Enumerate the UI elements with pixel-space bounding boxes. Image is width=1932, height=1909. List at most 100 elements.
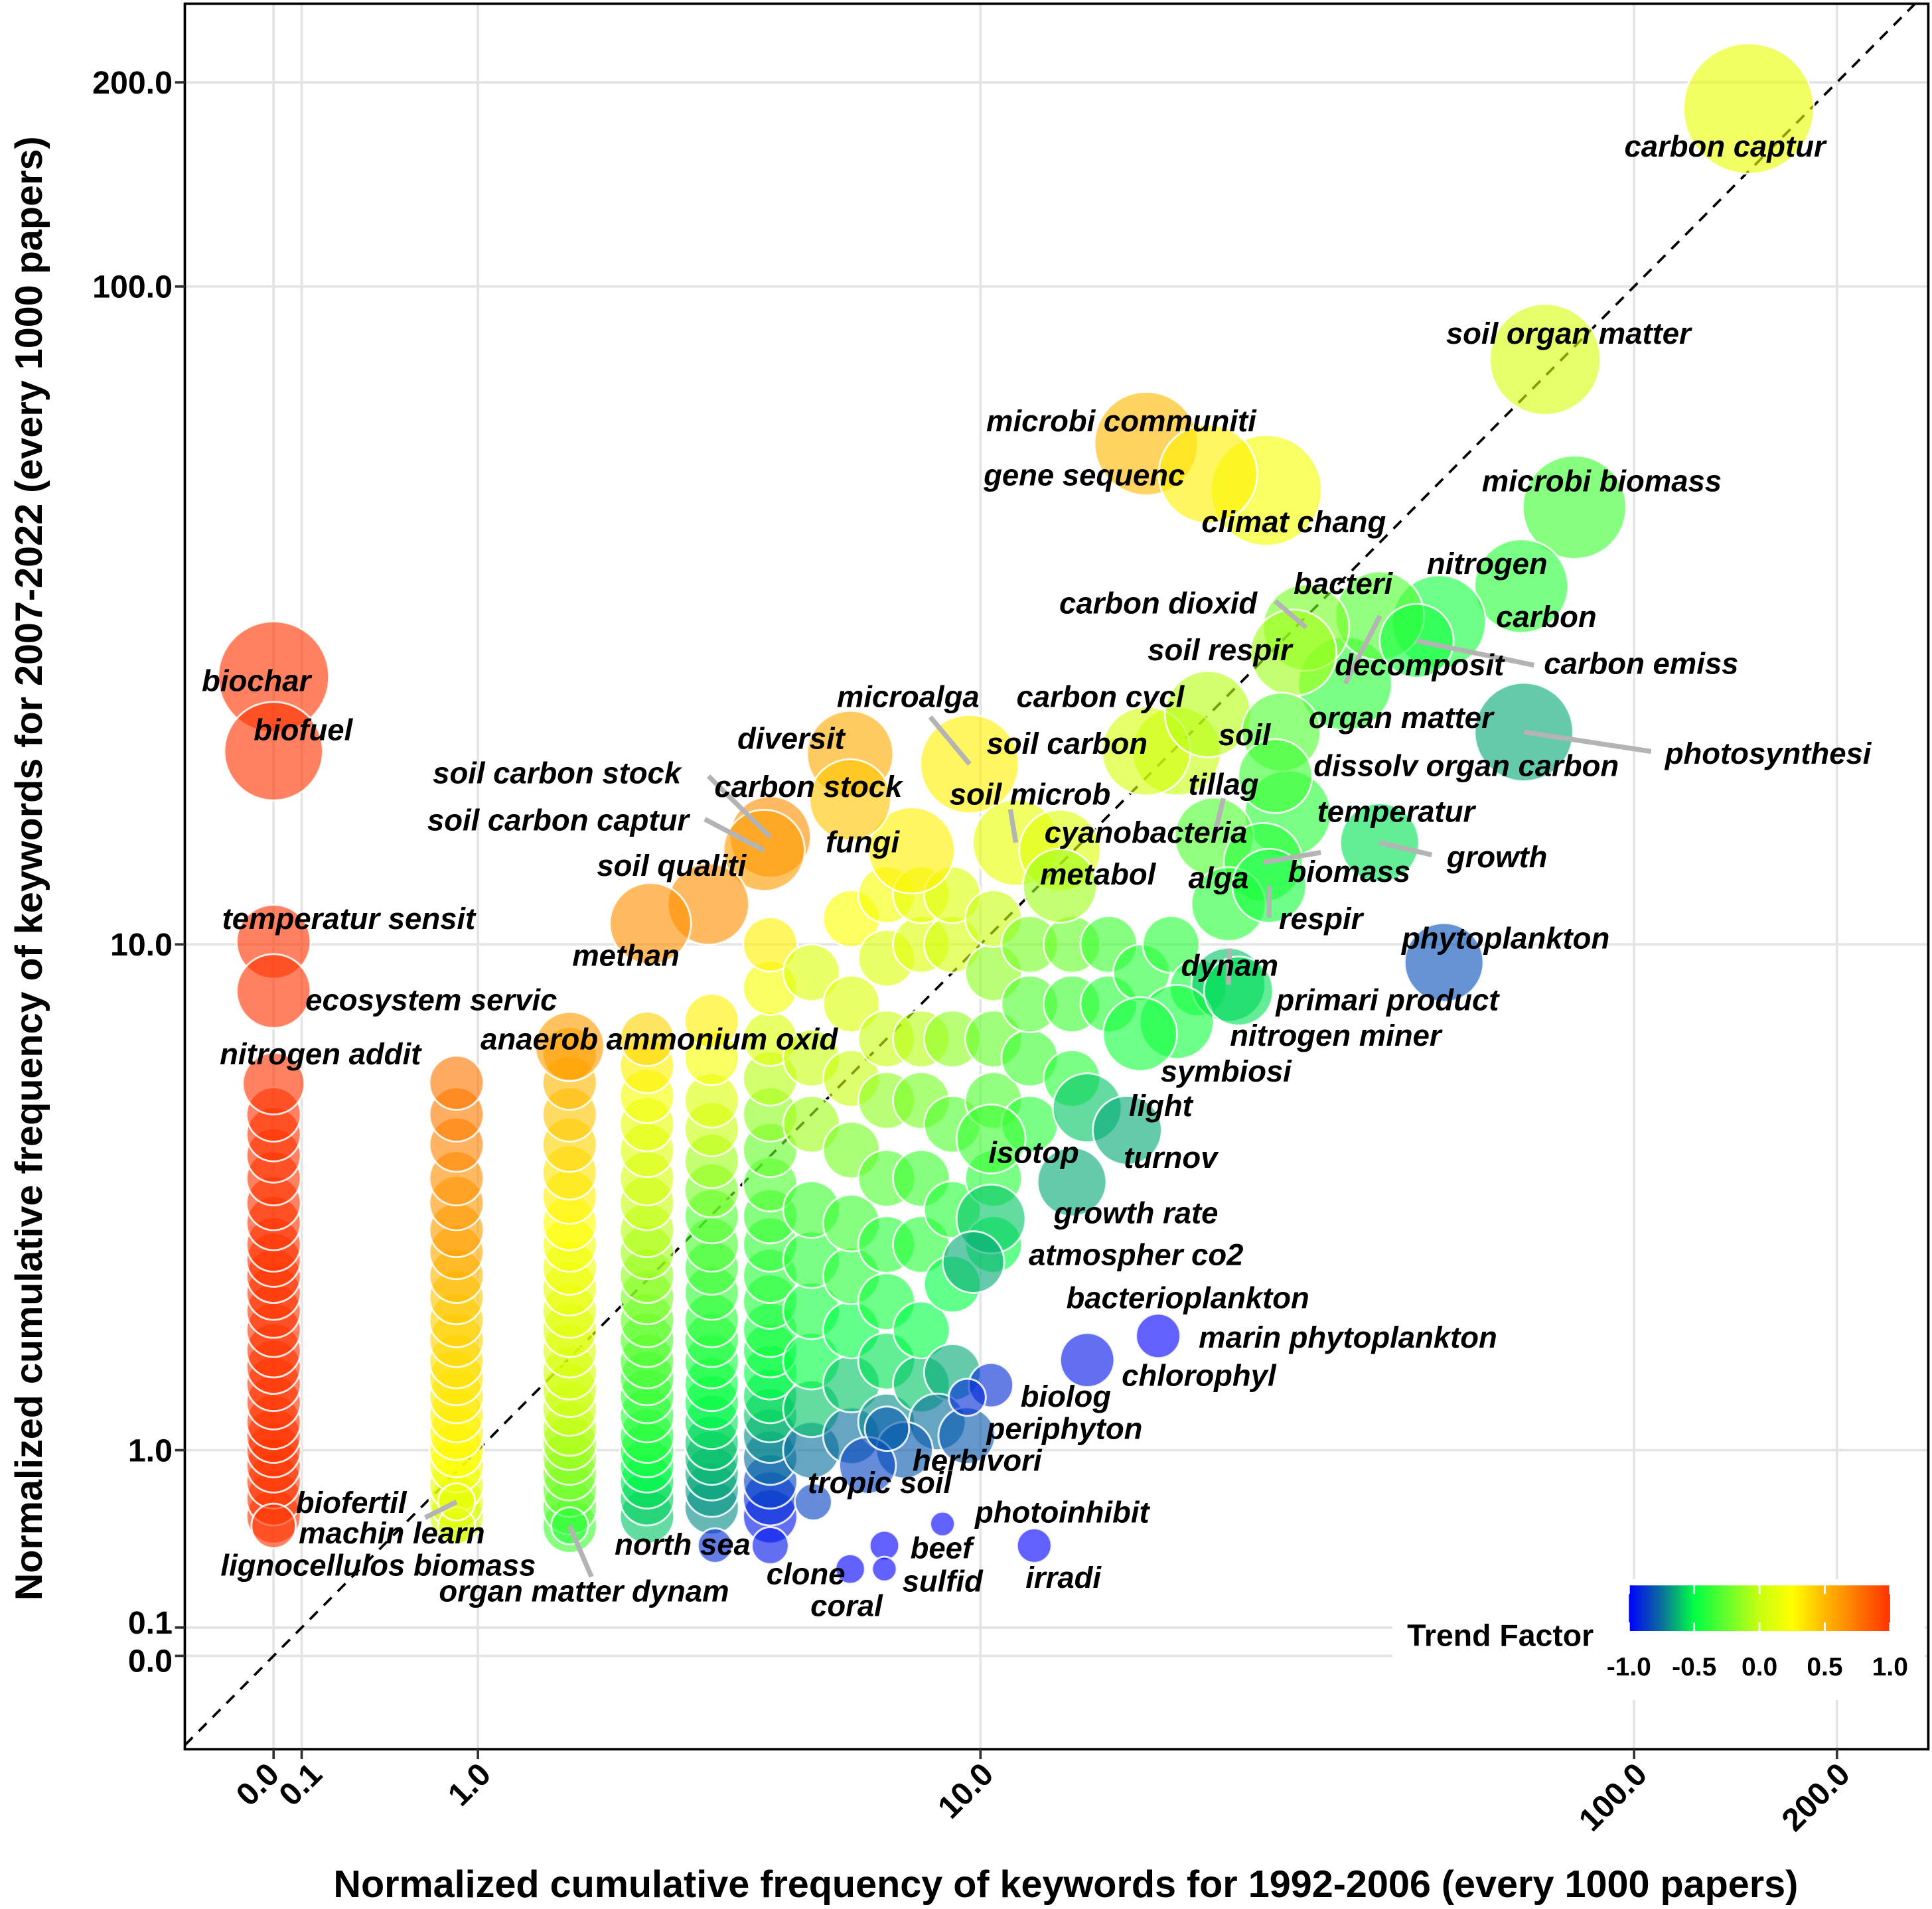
label-ecosystem-servic: ecosystem servic	[305, 983, 557, 1017]
label-carbon-cycl: carbon cycl	[1016, 680, 1185, 714]
bubble-sulfid	[871, 1555, 898, 1583]
label-growth: growth	[1446, 840, 1548, 874]
label-tillag: tillag	[1188, 767, 1258, 801]
label-soil: soil	[1219, 718, 1272, 752]
label-symbiosi: symbiosi	[1161, 1054, 1292, 1088]
legend-title: Trend Factor	[1407, 1618, 1594, 1652]
colorbar-legend: Trend Factor -1.0 -0.5 0.0 0.5 1.0	[1392, 1579, 1925, 1700]
label-carbon: carbon	[1496, 600, 1597, 634]
label-soil-microb: soil microb	[950, 777, 1111, 811]
label-marin-phytoplankton: marin phytoplankton	[1199, 1320, 1497, 1354]
label-nitrogen: nitrogen	[1427, 547, 1548, 581]
label-organ-matter-dynam: organ matter dynam	[439, 1574, 729, 1608]
leader-line	[928, 715, 972, 766]
label-nitrogen-addit: nitrogen addit	[220, 1037, 422, 1071]
bubble	[822, 974, 881, 1034]
label-machin-learn: machin learn	[299, 1516, 484, 1550]
leader-line	[1274, 599, 1308, 630]
label-temperatur: temperatur	[1317, 794, 1477, 828]
colorbar-tick-label: 0.0	[1742, 1653, 1777, 1681]
label-respir: respir	[1279, 902, 1365, 936]
y-tick-label: 10.0	[110, 927, 173, 963]
bubbles	[217, 42, 1815, 1585]
label-organ-matter: organ matter	[1309, 701, 1495, 735]
label-tropic-soil: tropic soil	[808, 1466, 953, 1500]
leader-line	[1378, 840, 1433, 858]
bubble-ecosystem-servic	[236, 953, 312, 1029]
bubble-machin-learn	[437, 1482, 477, 1521]
bubble-coral	[834, 1553, 866, 1585]
label-anaerob-ammonium-oxid: anaerob ammonium oxid	[481, 1023, 838, 1056]
leader-line	[706, 774, 773, 839]
label-soil-respir: soil respir	[1148, 633, 1294, 667]
leader-line	[1523, 729, 1652, 754]
bubble-methan	[609, 882, 692, 965]
label-irradi: irradi	[1025, 1561, 1102, 1594]
bubble-nitrogen	[1473, 538, 1570, 634]
label-dissolv-organ-carbon: dissolv organ carbon	[1313, 749, 1619, 783]
label-periphyton: periphyton	[986, 1411, 1143, 1445]
label-herbivori: herbivori	[913, 1444, 1043, 1478]
label-microbi-biomass: microbi biomass	[1482, 464, 1722, 498]
bubble-anaerob-ammonium-oxid	[534, 1011, 605, 1082]
label-atmospher-co2: atmospher co2	[1029, 1238, 1243, 1272]
plot-border	[183, 2, 1930, 1751]
bubble-growth-rate	[1036, 1146, 1108, 1218]
bubble-symbiosi	[1102, 996, 1178, 1072]
label-soil-carbon: soil carbon	[986, 727, 1148, 760]
bubble-soil-organ-matter	[1489, 303, 1602, 416]
point-labels: carbon captur soil organ matter microbi bi…	[202, 129, 1872, 1623]
x-axis-title: Normalized cumulative frequency of keywo…	[333, 1863, 1798, 1906]
bubble-dissolv-organ-carbon	[1237, 738, 1313, 814]
leader-line	[1416, 638, 1535, 668]
label-climat-chang: climat chang	[1201, 505, 1386, 539]
label-coral: coral	[810, 1589, 883, 1623]
label-biofertil: biofertil	[296, 1486, 408, 1520]
label-dynam: dynam	[1181, 948, 1279, 982]
x-tick-label: 200.0	[1775, 1756, 1857, 1839]
label-phytoplankton: phytoplankton	[1401, 921, 1609, 955]
bubble	[782, 943, 841, 1003]
leader-line	[1007, 809, 1019, 843]
x-axis-ticks: 0.00.1 1.0 10.0 100.0 200.0	[230, 1749, 1857, 1838]
leader-lines	[423, 599, 1652, 1578]
bubble-clone	[751, 1526, 790, 1565]
label-sulfid: sulfid	[903, 1565, 984, 1598]
label-biolog: biolog	[1021, 1379, 1111, 1413]
bubble-metabol	[1021, 847, 1098, 924]
label-biomass: biomass	[1288, 855, 1410, 888]
label-growth-rate: growth rate	[1053, 1196, 1219, 1230]
leader-line	[1226, 948, 1232, 985]
label-cyanobacteria: cyanobacteria	[1045, 815, 1248, 849]
bubble-chlorophyl	[1059, 1332, 1116, 1389]
bubble-primari-product	[1203, 955, 1274, 1027]
label-fungi: fungi	[826, 825, 900, 859]
label-alga: alga	[1189, 861, 1249, 895]
label-biofuel: biofuel	[254, 713, 353, 747]
y-tick-label: 100.0	[92, 269, 173, 305]
bubble-microbi-biomass	[1521, 454, 1627, 560]
bubble-periphyton	[948, 1378, 987, 1417]
bubble-fungi	[867, 806, 956, 895]
label-photoinhibit: photoinhibit	[974, 1496, 1150, 1529]
label-light: light	[1129, 1089, 1194, 1123]
label-lignocellulos-biomass: lignocellulos biomass	[220, 1548, 536, 1582]
label-primari-product: primari product	[1275, 983, 1500, 1017]
bubble-nitrogen-addit	[242, 1052, 306, 1115]
x-tick-label: 100.0	[1572, 1756, 1655, 1839]
label-chlorophyl: chlorophyl	[1122, 1359, 1277, 1393]
x-tick-label: 1.0	[441, 1756, 498, 1813]
label-photosynthesi: photosynthesi	[1665, 737, 1872, 770]
label-soil-organ-matter: soil organ matter	[1446, 317, 1692, 350]
label-bacterioplankton: bacterioplankton	[1067, 1281, 1309, 1315]
leader-line	[1211, 798, 1226, 838]
y-axis-title: Normalized cumulative frequency of keywo…	[8, 136, 50, 1600]
label-carbon-stock: carbon stock	[714, 770, 904, 804]
x-tick-label: 0.1	[272, 1756, 329, 1813]
leader-line	[567, 1525, 594, 1578]
y-tick-label: 0.1	[128, 1605, 173, 1641]
label-nitrogen-miner: nitrogen miner	[1230, 1019, 1443, 1052]
label-soil-carbon-stock: soil carbon stock	[433, 756, 683, 790]
bubble-organ-matter-dynam	[550, 1506, 589, 1545]
